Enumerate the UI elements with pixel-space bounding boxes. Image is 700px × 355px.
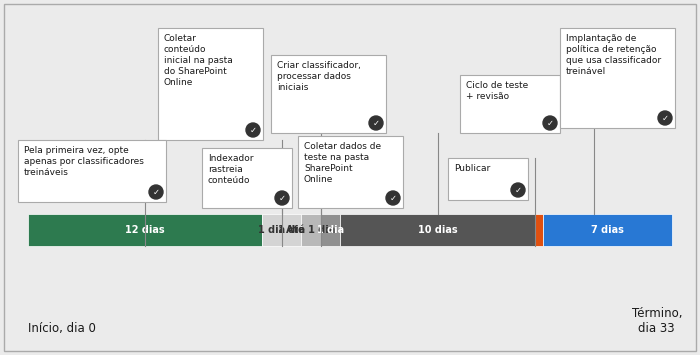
Bar (321, 214, 340, 246)
Circle shape (369, 116, 383, 130)
Text: Publicar: Publicar (454, 164, 490, 173)
Circle shape (543, 116, 557, 130)
Text: Coletar
conteúdo
inicial na pasta
do SharePoint
Online: Coletar conteúdo inicial na pasta do Sha… (164, 34, 232, 87)
Text: Até 1 dia: Até 1 dia (286, 225, 335, 235)
Bar (158, 28, 263, 140)
Bar (202, 148, 292, 208)
Circle shape (275, 191, 289, 205)
Text: Início, dia 0: Início, dia 0 (28, 322, 96, 335)
Text: 7 dias: 7 dias (592, 225, 624, 235)
Text: Implantação de
política de retenção
que usa classificador
treinável: Implantação de política de retenção que … (566, 34, 661, 76)
Text: Ciclo de teste
+ revisão: Ciclo de teste + revisão (466, 81, 528, 101)
Bar (262, 214, 281, 246)
Text: ✓: ✓ (389, 193, 396, 202)
Text: Coletar dados de
teste na pasta
SharePoint
Online: Coletar dados de teste na pasta SharePoi… (304, 142, 381, 184)
Text: ✓: ✓ (662, 114, 668, 122)
Text: ✓: ✓ (372, 119, 379, 127)
Bar (298, 136, 403, 208)
Bar (18, 140, 166, 202)
Circle shape (658, 111, 672, 125)
Text: Criar classificador,
processar dados
iniciais: Criar classificador, processar dados ini… (277, 61, 361, 92)
Text: Pela primeira vez, opte
apenas por classificadores
treináveis: Pela primeira vez, opte apenas por class… (24, 146, 144, 177)
Bar (28, 214, 262, 246)
Text: ✓: ✓ (153, 187, 160, 197)
Text: 12 dias: 12 dias (125, 225, 165, 235)
Text: Término,
dia 33: Término, dia 33 (631, 307, 682, 335)
Bar (560, 28, 675, 128)
Text: 10 dias: 10 dias (418, 225, 458, 235)
Text: ✓: ✓ (249, 126, 256, 135)
Text: ✓: ✓ (279, 193, 286, 202)
Bar (536, 214, 543, 246)
Circle shape (511, 183, 525, 197)
Text: 1 dia: 1 dia (258, 225, 286, 235)
Bar (460, 75, 560, 133)
Bar (543, 214, 672, 246)
Circle shape (149, 185, 163, 199)
Bar (448, 158, 528, 200)
Text: ✓: ✓ (547, 119, 554, 127)
Bar (271, 55, 386, 133)
Bar (281, 214, 301, 246)
Circle shape (386, 191, 400, 205)
Text: 1 dia: 1 dia (317, 225, 344, 235)
Text: ✓: ✓ (514, 186, 522, 195)
Text: 1 dia: 1 dia (278, 225, 305, 235)
Circle shape (246, 123, 260, 137)
Text: Indexador
rastreia
conteúdo: Indexador rastreia conteúdo (208, 154, 253, 185)
Bar (301, 214, 321, 246)
Bar (340, 214, 536, 246)
